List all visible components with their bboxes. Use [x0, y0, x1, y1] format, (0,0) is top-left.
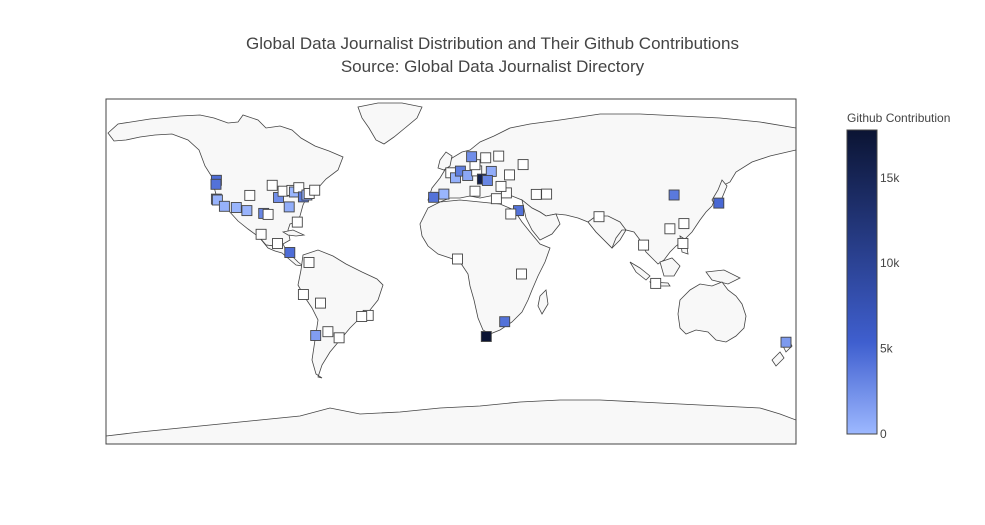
marker-27[interactable] [315, 297, 326, 309]
land-south-america [297, 249, 384, 379]
colorbar-tick-2: 10k [880, 256, 900, 270]
marker-51[interactable] [504, 169, 515, 181]
land-borneo [659, 257, 681, 277]
marker-21[interactable] [291, 216, 303, 228]
marker-26[interactable] [297, 289, 309, 300]
land-new-zealand-south [771, 351, 785, 367]
marker-55[interactable] [541, 188, 553, 200]
land-madagascar [537, 289, 549, 315]
marker-52[interactable] [517, 159, 529, 171]
marker-57[interactable] [452, 253, 463, 265]
marker-1[interactable] [210, 178, 222, 190]
colorbar-tick-1: 5k [880, 342, 894, 356]
marker-58[interactable] [516, 268, 527, 280]
colorbar-tick-3: 15k [880, 171, 900, 185]
marker-3[interactable] [211, 194, 223, 206]
colorbar [846, 129, 878, 435]
marker-29[interactable] [356, 311, 368, 322]
marker-62[interactable] [638, 239, 650, 251]
land-arabia [521, 198, 561, 241]
marker-5[interactable] [218, 200, 230, 212]
marker-13[interactable] [283, 201, 295, 213]
marker-38[interactable] [462, 170, 474, 181]
marker-48[interactable] [490, 193, 502, 205]
marker-54[interactable] [505, 208, 517, 220]
map-frame [105, 98, 797, 445]
marker-68[interactable] [713, 197, 725, 209]
marker-43[interactable] [493, 150, 505, 162]
land-uk [437, 151, 453, 171]
marker-69[interactable] [780, 336, 792, 348]
marker-45[interactable] [485, 165, 497, 177]
marker-47[interactable] [481, 175, 493, 186]
markers-layer [210, 150, 792, 348]
land-cuba [281, 229, 306, 237]
marker-23[interactable] [272, 238, 283, 249]
marker-24[interactable] [284, 247, 296, 258]
marker-6[interactable] [230, 202, 242, 213]
land-antarctica [106, 399, 796, 444]
chart-title: Global Data Journalist Distribution and … [246, 34, 739, 53]
marker-22[interactable] [255, 228, 267, 240]
marker-34[interactable] [438, 188, 450, 200]
marker-20[interactable] [309, 184, 321, 196]
marker-50[interactable] [495, 180, 507, 192]
marker-41[interactable] [466, 151, 478, 163]
marker-33[interactable] [428, 191, 440, 203]
marker-10[interactable] [266, 179, 278, 191]
marker-63[interactable] [664, 223, 676, 235]
marker-32[interactable] [322, 326, 334, 338]
marker-60[interactable] [480, 331, 492, 342]
land-greenland [357, 102, 423, 145]
marker-31[interactable] [333, 332, 345, 344]
colorbar-tick-0: 0 [880, 427, 887, 441]
chart-subtitle: Source: Global Data Journalist Directory [340, 57, 645, 76]
marker-46[interactable] [469, 185, 481, 197]
marker-61[interactable] [593, 211, 605, 223]
land-australia [677, 281, 747, 343]
marker-30[interactable] [310, 330, 322, 341]
marker-4[interactable] [244, 189, 256, 201]
marker-42[interactable] [480, 152, 492, 164]
marker-56[interactable] [530, 188, 542, 200]
marker-64[interactable] [677, 238, 689, 249]
marker-66[interactable] [678, 218, 690, 230]
marker-65[interactable] [650, 277, 662, 289]
marker-25[interactable] [303, 257, 315, 268]
land-new-guinea [705, 269, 741, 285]
marker-59[interactable] [499, 316, 511, 328]
land-sumatra [629, 261, 651, 281]
marker-67[interactable] [668, 189, 680, 201]
colorbar-title: Github Contribution [847, 111, 950, 125]
colorbar-ticks: 0 5k 10k 15k [880, 171, 900, 441]
marker-7[interactable] [241, 205, 253, 217]
marker-9[interactable] [262, 208, 274, 220]
